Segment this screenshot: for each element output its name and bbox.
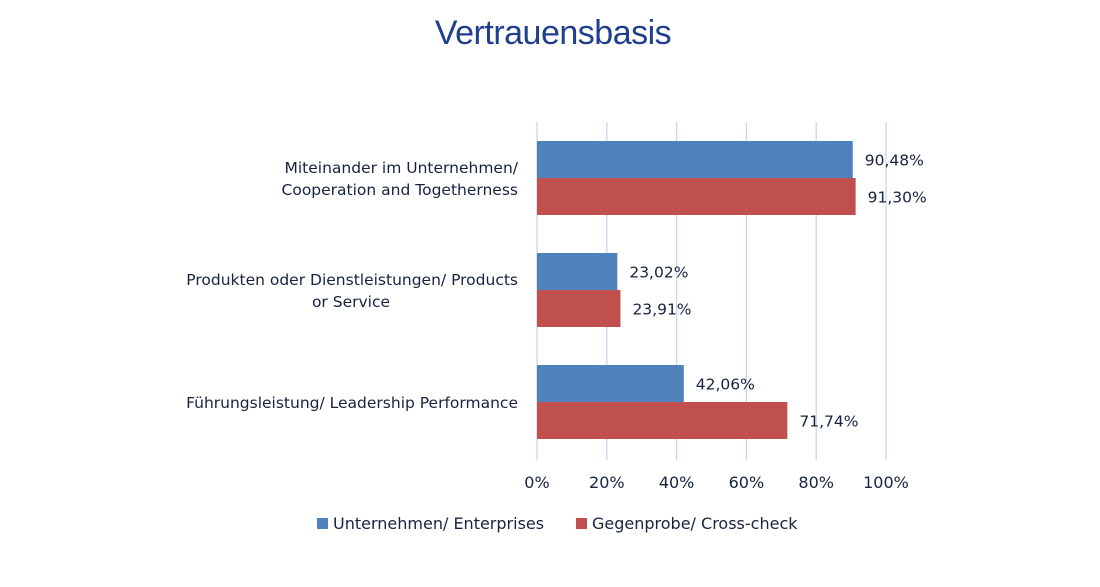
bar-cross-check [537, 290, 621, 327]
category-label: Führungsleistung/ Leadership Performance [186, 394, 518, 412]
x-tick-label: 20% [589, 473, 625, 492]
x-tick-label: 0% [524, 473, 549, 492]
data-label: 90,48% [865, 152, 924, 170]
data-label: 42,06% [696, 376, 755, 394]
data-label: 23,02% [629, 264, 688, 282]
category-label: Miteinander im Unternehmen/ [285, 159, 519, 177]
legend-swatch-cross-check [576, 518, 587, 529]
legend-label-cross-check: Gegenprobe/ Cross-check [592, 514, 798, 533]
category-label: Produkten oder Dienstleistungen/ Product… [186, 271, 518, 289]
x-tick-label: 100% [863, 473, 909, 492]
x-tick-label: 40% [659, 473, 695, 492]
bar-enterprises [537, 141, 853, 178]
category-label: Cooperation and Togetherness [282, 181, 518, 199]
bar-cross-check [537, 402, 788, 439]
data-label: 23,91% [632, 301, 691, 319]
data-label: 91,30% [868, 189, 927, 207]
x-tick-label: 60% [729, 473, 765, 492]
bar-enterprises [537, 253, 618, 290]
legend-label-enterprises: Unternehmen/ Enterprises [333, 514, 544, 533]
bar-cross-check [537, 178, 856, 215]
category-label: or Service [312, 293, 390, 311]
legend-swatch-enterprises [317, 518, 328, 529]
x-tick-label: 80% [798, 473, 834, 492]
chart-title: Vertrauensbasis [434, 14, 672, 52]
bar-enterprises [537, 365, 684, 402]
data-label: 71,74% [799, 413, 858, 431]
